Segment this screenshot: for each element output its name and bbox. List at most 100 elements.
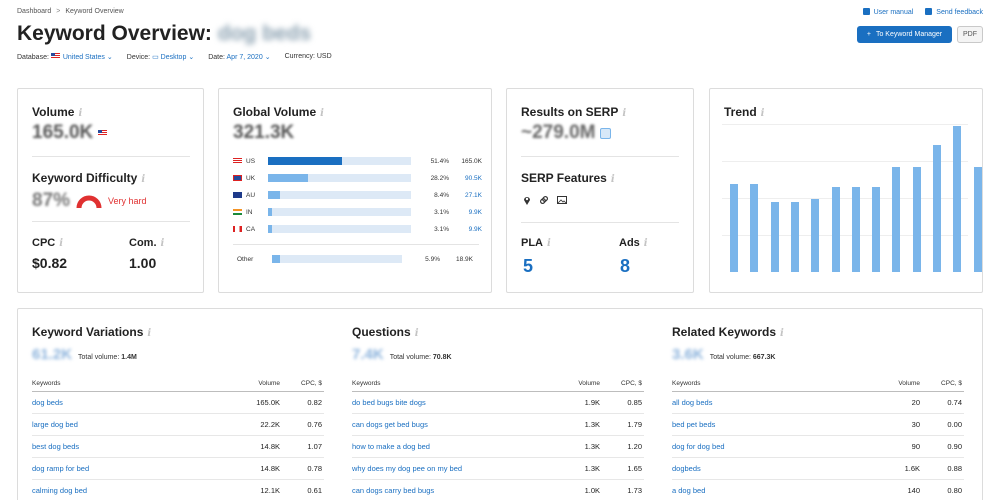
- breadcrumb-dashboard[interactable]: Dashboard: [17, 8, 52, 15]
- pla-value[interactable]: 5: [523, 256, 534, 276]
- user-manual-link[interactable]: User manual: [862, 8, 913, 16]
- info-icon[interactable]: i: [78, 108, 83, 119]
- table-row: large dog bed 22.2K 0.76: [32, 414, 324, 436]
- keyword-link[interactable]: best dog beds: [32, 442, 80, 451]
- info-icon[interactable]: i: [160, 238, 165, 249]
- column-header-cpc[interactable]: CPC, $: [621, 380, 642, 387]
- keyword-link[interactable]: dog beds: [32, 398, 63, 407]
- keyword-link[interactable]: all dog beds: [672, 398, 713, 407]
- keyword-cpc: 0.80: [947, 486, 962, 495]
- trend-bar[interactable]: [750, 184, 759, 272]
- breadcrumb-separator: >: [56, 8, 61, 15]
- table-row: do bed bugs bite dogs 1.9K 0.85: [352, 392, 644, 414]
- column-header-keywords[interactable]: Keywords: [672, 380, 701, 387]
- trend-bar[interactable]: [851, 187, 860, 272]
- trend-bar[interactable]: [831, 187, 840, 272]
- info-icon[interactable]: i: [59, 238, 64, 249]
- info-icon[interactable]: i: [760, 108, 765, 119]
- global-volume-value: 321.3K: [233, 122, 295, 143]
- info-icon[interactable]: i: [414, 328, 419, 339]
- trend-bar[interactable]: [892, 167, 901, 272]
- table-row: dog beds 165.0K 0.82: [32, 392, 324, 414]
- keyword-link[interactable]: how to make a dog bed: [352, 442, 430, 451]
- keyword-link[interactable]: can dogs carry bed bugs: [352, 486, 435, 495]
- info-icon[interactable]: i: [547, 238, 551, 249]
- database-filter[interactable]: Database: United States ⌄: [17, 53, 113, 61]
- column-header-volume[interactable]: Volume: [898, 380, 920, 387]
- trend-bar[interactable]: [811, 199, 820, 272]
- info-icon[interactable]: i: [320, 108, 324, 119]
- column-header-keywords[interactable]: Keywords: [32, 380, 61, 387]
- keyword-link[interactable]: bed pet beds: [672, 420, 716, 429]
- filters-bar: Database: United States ⌄ Device: ▭ Deskt…: [17, 53, 332, 61]
- info-icon[interactable]: i: [643, 238, 648, 249]
- keyword-volume: 20: [911, 398, 920, 407]
- trend-bar[interactable]: [790, 202, 799, 272]
- keyword-cpc: 0.74: [947, 398, 962, 407]
- keyword-volume: 90: [911, 442, 920, 451]
- keyword-link[interactable]: dogbeds: [672, 464, 701, 473]
- keyword-link[interactable]: can dogs get bed bugs: [352, 420, 428, 429]
- trend-bar[interactable]: [770, 202, 779, 272]
- country-volume[interactable]: 9.9K: [468, 208, 482, 216]
- link-icon[interactable]: [539, 195, 549, 205]
- info-icon[interactable]: i: [622, 108, 627, 119]
- info-icon[interactable]: i: [610, 174, 615, 185]
- related-keywords-title: Related Keywords: [672, 325, 777, 339]
- chevron-down-icon: ⌄: [188, 54, 195, 61]
- pdf-button[interactable]: PDF: [957, 26, 983, 43]
- country-volume[interactable]: 9.9K: [468, 225, 482, 233]
- keyword-volume: 1.9K: [584, 398, 600, 407]
- keyword-link[interactable]: calming dog bed: [32, 486, 88, 495]
- location-pin-icon[interactable]: [523, 195, 531, 205]
- volume-share-fill: [268, 191, 280, 199]
- column-header-volume[interactable]: Volume: [578, 380, 600, 387]
- questions-count[interactable]: 7.4K: [352, 346, 384, 363]
- send-feedback-link[interactable]: Send feedback: [925, 8, 983, 16]
- keyword-link[interactable]: large dog bed: [32, 420, 78, 429]
- related-keywords-count[interactable]: 3.6K: [672, 346, 704, 363]
- trend-bar[interactable]: [933, 145, 941, 272]
- keyword-link[interactable]: why does my dog pee on my bed: [352, 464, 463, 473]
- serp-card: Results on SERP i ~279.0M SERP Features i …: [506, 88, 694, 293]
- image-icon[interactable]: [557, 195, 567, 205]
- top-links: User manual Send feedback: [862, 8, 983, 16]
- difficulty-text: Very hard: [108, 196, 147, 206]
- ads-value[interactable]: 8: [620, 256, 631, 276]
- trend-bar[interactable]: [973, 167, 982, 272]
- keyword-volume: 1.3K: [584, 442, 600, 451]
- info-icon[interactable]: i: [147, 328, 152, 339]
- keyword-volume: 1.0K: [584, 486, 600, 495]
- volume-share-fill: [268, 225, 273, 233]
- keyword-variations-count[interactable]: 61.2K: [32, 346, 73, 363]
- country-code: IN: [246, 208, 253, 216]
- share-percent: 5.9%: [425, 255, 440, 263]
- us-flag-icon: [98, 130, 108, 136]
- country-volume[interactable]: 27.1K: [465, 191, 482, 199]
- keyword-link[interactable]: a dog bed: [672, 486, 706, 495]
- column-header-volume[interactable]: Volume: [258, 380, 280, 387]
- country-volume: 165.0K: [461, 157, 482, 165]
- trend-bar[interactable]: [912, 167, 921, 272]
- column-header-keywords[interactable]: Keywords: [352, 380, 381, 387]
- country-volume[interactable]: 90.5K: [465, 174, 482, 182]
- keyword-variations-table: Keywords Volume CPC, $ dog beds 165.0K 0.82 la…: [32, 376, 324, 500]
- date-filter[interactable]: Date: Apr 7, 2020 ⌄: [208, 54, 271, 61]
- table-row: dogbeds 1.6K 0.88: [672, 458, 964, 480]
- keyword-link[interactable]: dog for dog bed: [672, 442, 725, 451]
- trend-bar[interactable]: [730, 184, 738, 272]
- share-percent: 3.1%: [434, 208, 449, 216]
- trend-bar[interactable]: [953, 126, 962, 272]
- to-keyword-manager-button[interactable]: + To Keyword Manager: [857, 26, 952, 43]
- info-icon[interactable]: i: [141, 174, 146, 185]
- info-icon[interactable]: i: [780, 328, 784, 339]
- keyword-link[interactable]: dog ramp for bed: [32, 464, 90, 473]
- share-percent: 3.1%: [434, 225, 449, 233]
- keyword-link[interactable]: do bed bugs bite dogs: [352, 398, 426, 407]
- keyword-cpc: 0.76: [307, 420, 322, 429]
- device-filter[interactable]: Device: ▭ Desktop ⌄: [126, 54, 195, 61]
- trend-bar[interactable]: [872, 187, 881, 272]
- column-header-cpc[interactable]: CPC, $: [301, 380, 322, 387]
- column-header-cpc[interactable]: CPC, $: [941, 380, 962, 387]
- serp-snapshot-icon[interactable]: [600, 127, 612, 139]
